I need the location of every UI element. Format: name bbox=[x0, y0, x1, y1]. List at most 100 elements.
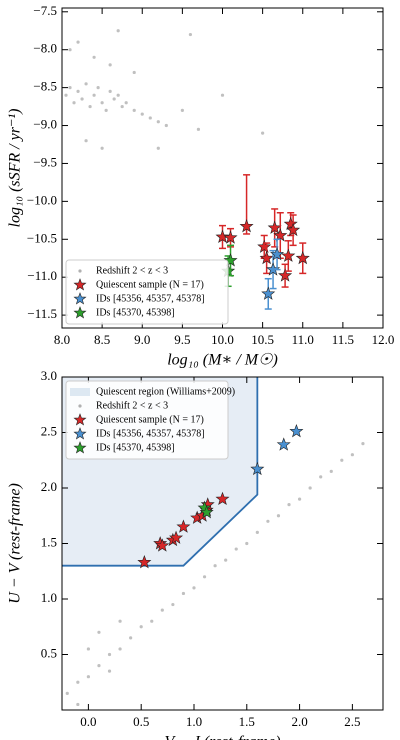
point bbox=[140, 112, 144, 116]
point bbox=[148, 116, 152, 120]
point bbox=[76, 40, 80, 44]
star-point bbox=[259, 250, 274, 265]
legend-swatch bbox=[70, 388, 90, 396]
point bbox=[112, 97, 116, 101]
point bbox=[84, 82, 88, 86]
point bbox=[108, 63, 112, 67]
y-tick-label: 2.0 bbox=[41, 479, 57, 494]
point bbox=[234, 547, 238, 551]
point bbox=[181, 591, 186, 596]
point bbox=[86, 675, 90, 679]
legend-label: Redshift 2 < z < 3 bbox=[96, 265, 168, 276]
y-axis-label: log₁₀ (sSFR / yr⁻¹) bbox=[7, 108, 24, 227]
star-point bbox=[223, 253, 238, 267]
star-point bbox=[137, 555, 152, 569]
point bbox=[86, 647, 90, 651]
x-tick-label: 12.0 bbox=[372, 332, 395, 347]
star-point bbox=[295, 250, 310, 265]
point bbox=[196, 127, 201, 131]
y-tick-label: −9.0 bbox=[33, 117, 57, 132]
star-point bbox=[276, 437, 291, 451]
legend-label: IDs [45370, 45398] bbox=[96, 442, 175, 453]
legend-marker bbox=[78, 404, 82, 408]
x-tick-label: 2.5 bbox=[344, 714, 360, 729]
point bbox=[96, 86, 100, 90]
star-point bbox=[215, 491, 230, 506]
point bbox=[192, 586, 196, 590]
point bbox=[97, 664, 101, 668]
point bbox=[188, 32, 192, 37]
point bbox=[350, 453, 354, 457]
point bbox=[88, 104, 92, 109]
star-point bbox=[278, 268, 293, 282]
legend-marker bbox=[73, 278, 87, 291]
y-tick-label: −10.0 bbox=[27, 192, 57, 207]
point bbox=[97, 630, 101, 634]
y-tick-label: 0.5 bbox=[41, 645, 57, 660]
y-tick-label: 1.0 bbox=[41, 590, 57, 605]
point bbox=[100, 101, 104, 105]
point bbox=[92, 55, 96, 59]
y-tick-label: −10.5 bbox=[27, 230, 57, 245]
point bbox=[308, 486, 312, 490]
y-tick-label: −8.5 bbox=[33, 79, 57, 94]
point bbox=[129, 636, 133, 640]
point bbox=[107, 669, 112, 673]
point bbox=[120, 104, 124, 109]
point bbox=[160, 608, 164, 612]
point bbox=[180, 108, 184, 112]
point bbox=[261, 131, 265, 135]
x-tick-label: 11.5 bbox=[332, 332, 354, 347]
legend-marker bbox=[73, 441, 87, 454]
point bbox=[76, 89, 80, 94]
point bbox=[132, 70, 136, 75]
legend-box bbox=[65, 380, 229, 460]
point bbox=[118, 619, 122, 623]
y-tick-label: −7.5 bbox=[33, 3, 57, 18]
x-tick-label: 2.0 bbox=[291, 714, 307, 729]
point bbox=[68, 86, 72, 90]
point bbox=[164, 123, 168, 128]
point bbox=[100, 146, 104, 150]
point bbox=[108, 89, 112, 94]
point bbox=[171, 602, 175, 607]
x-tick-label: 1.0 bbox=[186, 714, 202, 729]
legend-label: IDs [45370, 45398] bbox=[96, 307, 175, 318]
point bbox=[107, 652, 112, 657]
point bbox=[84, 139, 88, 143]
y-tick-label: −8.0 bbox=[33, 41, 57, 56]
y-tick-label: 2.5 bbox=[41, 423, 57, 438]
x-axis-label: log₁₀ (M∗ / M☉) bbox=[167, 352, 278, 369]
point bbox=[92, 93, 96, 97]
point bbox=[80, 97, 84, 101]
star-point bbox=[261, 286, 276, 300]
region-edge bbox=[62, 377, 259, 567]
y-tick-label: 1.5 bbox=[41, 534, 57, 549]
x-tick-label: 0.5 bbox=[133, 714, 149, 729]
x-tick-label: 9.0 bbox=[134, 332, 150, 347]
legend-label: IDs [45356, 45357, 45378] bbox=[96, 293, 205, 304]
point bbox=[361, 442, 365, 446]
x-tick-label: 8.0 bbox=[54, 332, 70, 347]
y-axis-label: U − V (rest-frame) bbox=[7, 483, 24, 604]
point bbox=[76, 680, 80, 684]
star-point bbox=[289, 424, 304, 438]
legend-marker bbox=[78, 269, 82, 273]
point bbox=[132, 108, 136, 112]
legend-marker bbox=[73, 413, 87, 426]
star-point bbox=[199, 505, 214, 519]
legend-label: Redshift 2 < z < 3 bbox=[96, 400, 168, 411]
legend-label: Quiescent region (Williams+2009) bbox=[96, 386, 235, 397]
point bbox=[276, 514, 281, 518]
star-point bbox=[250, 461, 265, 476]
point bbox=[202, 575, 207, 579]
point bbox=[64, 93, 68, 97]
x-tick-label: 10.0 bbox=[211, 332, 234, 347]
star-point bbox=[273, 228, 288, 242]
legend-label: IDs [45356, 45357, 45378] bbox=[96, 428, 205, 439]
point bbox=[287, 503, 291, 507]
star-point bbox=[281, 248, 296, 262]
point bbox=[224, 558, 228, 562]
point bbox=[266, 519, 270, 523]
star-point bbox=[239, 219, 254, 233]
